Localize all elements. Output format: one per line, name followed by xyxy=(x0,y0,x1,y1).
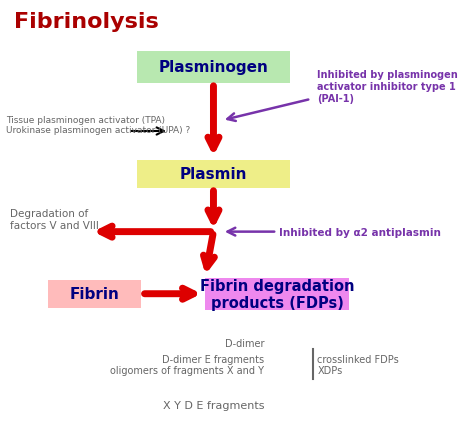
Text: Inhibited by α2 antiplasmin: Inhibited by α2 antiplasmin xyxy=(279,227,441,237)
Text: Fibrin: Fibrin xyxy=(70,286,119,301)
FancyBboxPatch shape xyxy=(48,280,141,308)
FancyBboxPatch shape xyxy=(137,52,290,83)
Text: Fibrin degradation
products (FDPs): Fibrin degradation products (FDPs) xyxy=(200,278,355,310)
Text: Inhibited by plasminogen
activator inhibitor type 1
(PAI-1): Inhibited by plasminogen activator inhib… xyxy=(318,70,458,103)
FancyBboxPatch shape xyxy=(205,278,349,310)
Text: Fibrinolysis: Fibrinolysis xyxy=(14,12,159,32)
Text: D-dimer E fragments
oligomers of fragments X and Y: D-dimer E fragments oligomers of fragmen… xyxy=(110,354,264,375)
Text: Tissue plasminogen activator (TPA)
Urokinase plasminogen activator (UPA) ?: Tissue plasminogen activator (TPA) Uroki… xyxy=(6,116,190,135)
Text: crosslinked FDPs
XDPs: crosslinked FDPs XDPs xyxy=(318,354,399,375)
Text: Degradation of
factors V and VIII: Degradation of factors V and VIII xyxy=(10,209,99,230)
Text: X Y D E fragments: X Y D E fragments xyxy=(163,400,264,410)
Text: D-dimer: D-dimer xyxy=(225,338,264,348)
Text: Plasminogen: Plasminogen xyxy=(158,60,268,75)
FancyBboxPatch shape xyxy=(137,160,290,188)
Text: Plasmin: Plasmin xyxy=(180,167,247,182)
